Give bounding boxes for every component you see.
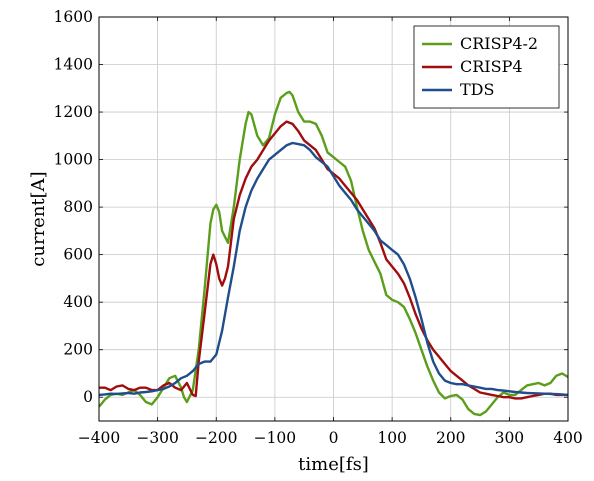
y-tick-label: 1200 [54, 103, 93, 121]
x-tick-label: 200 [436, 429, 466, 447]
y-tick-labels: 0 200 400 600 800 1000 1200 1400 1600 [54, 8, 93, 406]
legend-label: CRISP4-2 [460, 34, 538, 53]
y-tick-label: 200 [63, 341, 93, 359]
x-tick-label: 0 [329, 429, 339, 447]
legend-label: TDS [460, 80, 494, 99]
series-line-crisp4 [99, 120, 568, 400]
x-tick-label: −100 [254, 429, 297, 447]
x-tick-label: −400 [78, 429, 121, 447]
x-tick-label: −300 [136, 429, 179, 447]
x-axis-label: time[fs] [298, 454, 369, 475]
x-tick-label: −200 [195, 429, 238, 447]
legend: CRISP4-2 CRISP4 TDS [413, 25, 560, 109]
y-tick-label: 1000 [54, 151, 93, 169]
x-tick-labels: −400 −300 −200 −100 0 100 200 300 400 [78, 429, 583, 447]
x-tick-label: 100 [377, 429, 407, 447]
y-tick-label: 800 [63, 198, 93, 216]
legend-label: CRISP4 [460, 57, 523, 76]
ticks [98, 16, 569, 421]
x-tick-label: 300 [495, 429, 525, 447]
series-lines [99, 90, 568, 417]
y-axis-label: current[A] [28, 171, 49, 266]
y-tick-label: 600 [63, 246, 93, 264]
y-tick-label: 0 [83, 388, 93, 406]
x-tick-label: 400 [553, 429, 583, 447]
series-line-tds [99, 141, 568, 397]
y-tick-label: 400 [63, 293, 93, 311]
y-tick-label: 1600 [54, 8, 93, 26]
y-tick-label: 1400 [54, 56, 93, 74]
